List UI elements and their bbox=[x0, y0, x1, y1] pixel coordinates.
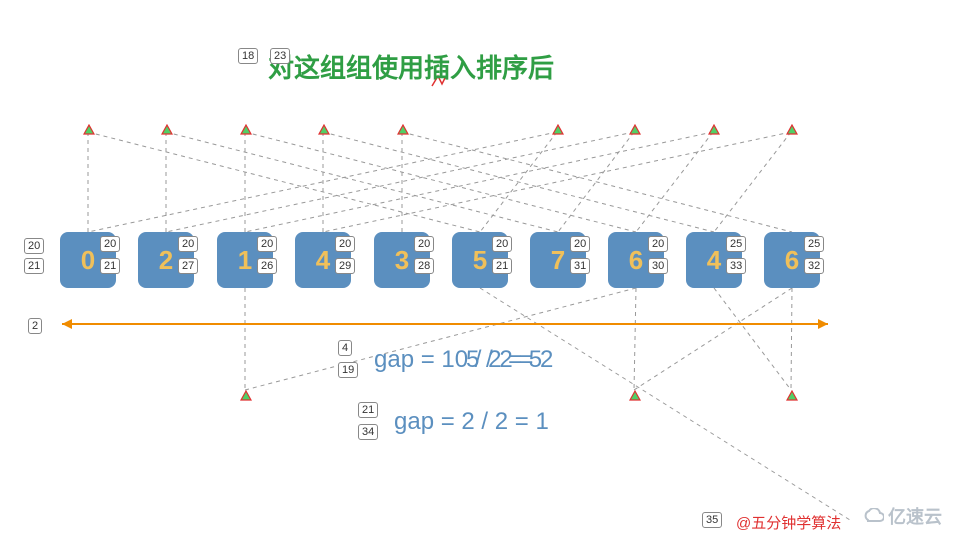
cell-step-label: 25 bbox=[804, 236, 824, 252]
credit-text: @五分钟学算法 bbox=[736, 512, 841, 533]
bottom-marker-icon bbox=[629, 389, 639, 399]
cell-step-label: 30 bbox=[648, 258, 668, 274]
span-label: 2 bbox=[28, 318, 42, 334]
bottom-step-label: 35 bbox=[702, 512, 722, 528]
top-marker-icon bbox=[83, 123, 93, 133]
formula-step-label: 21 bbox=[358, 402, 378, 418]
watermark: 亿速云 bbox=[862, 503, 942, 529]
cell-step-label: 29 bbox=[335, 258, 355, 274]
diagram-title: 对这组组使用插入排序后 bbox=[268, 48, 554, 85]
cell-step-label: 26 bbox=[257, 258, 277, 274]
top-marker-icon bbox=[397, 123, 407, 133]
top-marker-icon bbox=[786, 123, 796, 133]
cell-step-label: 27 bbox=[178, 258, 198, 274]
cell-step-label: 21 bbox=[100, 258, 120, 274]
cell-step-label: 20 bbox=[414, 236, 434, 252]
cell-step-label: 20 bbox=[570, 236, 590, 252]
cell-step-label: 20 bbox=[257, 236, 277, 252]
cell-step-label: 32 bbox=[804, 258, 824, 274]
cell-step-label: 20 bbox=[178, 236, 198, 252]
top-marker-icon bbox=[552, 123, 562, 133]
cell-step-label: 20 bbox=[24, 238, 44, 254]
formula-step-label: 4 bbox=[338, 340, 352, 356]
cell-step-label: 21 bbox=[24, 258, 44, 274]
formula-step-label: 34 bbox=[358, 424, 378, 440]
top-marker-icon bbox=[708, 123, 718, 133]
cell-step-label: 33 bbox=[726, 258, 746, 274]
diagram-stage: 对这组组使用插入排序后 gap = 10 / 2 = 55 / 2 = 2 ga… bbox=[0, 0, 954, 537]
cell-step-label: 28 bbox=[414, 258, 434, 274]
top-marker-icon bbox=[240, 123, 250, 133]
cell-step-label: 31 bbox=[570, 258, 590, 274]
top-marker-icon bbox=[161, 123, 171, 133]
header-step-label: 18 bbox=[238, 48, 258, 64]
cell-step-label: 20 bbox=[648, 236, 668, 252]
bottom-marker-icon bbox=[786, 389, 796, 399]
header-step-label: 23 bbox=[270, 48, 290, 64]
top-marker-icon bbox=[318, 123, 328, 133]
top-marker-icon bbox=[629, 123, 639, 133]
bottom-marker-icon bbox=[240, 389, 250, 399]
gap-formula-2: gap = 2 / 2 = 1 bbox=[394, 408, 549, 436]
cell-step-label: 20 bbox=[492, 236, 512, 252]
cell-step-label: 20 bbox=[100, 236, 120, 252]
watermark-text: 亿速云 bbox=[888, 503, 942, 529]
cell-step-label: 20 bbox=[335, 236, 355, 252]
formula-step-label: 19 bbox=[338, 362, 358, 378]
cell-step-label: 25 bbox=[726, 236, 746, 252]
cell-step-label: 21 bbox=[492, 258, 512, 274]
